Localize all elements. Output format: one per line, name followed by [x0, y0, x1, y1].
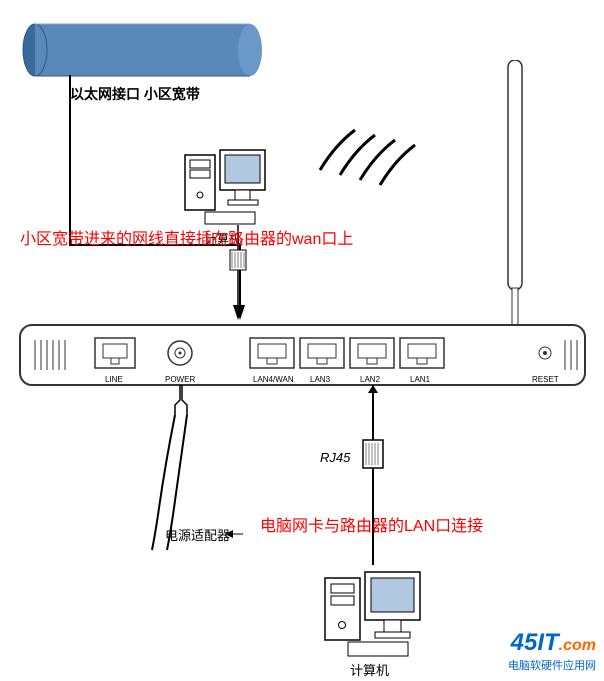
- watermark-tagline: 电脑软硬件应用网: [508, 657, 596, 673]
- power-adapter-label: 电源适配器: [165, 525, 230, 544]
- computer-bottom: [320, 560, 430, 660]
- watermark-suffix: .com: [559, 637, 596, 654]
- port-lan1-label: LAN1: [410, 375, 430, 384]
- computer-bottom-label: 计算机: [350, 660, 389, 679]
- port-reset-label: RESET: [532, 375, 559, 384]
- watermark: 45IT.com 电脑软硬件应用网: [508, 629, 596, 673]
- computer-top: [180, 140, 270, 230]
- wan-annotation: 小区宽带进来的网线直接插在路由器的wan口上: [20, 225, 353, 249]
- port-power-label: POWER: [165, 375, 195, 384]
- port-lan2-label: LAN2: [360, 375, 380, 384]
- ethernet-cable: [20, 20, 270, 80]
- rj45-cable: [355, 385, 395, 585]
- power-adapter-arrow: [225, 528, 245, 540]
- lan-annotation: 电脑网卡与路由器的LAN口连接: [260, 512, 483, 536]
- watermark-brand: 45IT: [511, 629, 559, 656]
- port-line-label: LINE: [105, 375, 123, 384]
- rj45-label: RJ45: [320, 450, 350, 465]
- port-lan3-label: LAN3: [310, 375, 330, 384]
- port-lan4wan-label: LAN4/WAN: [253, 375, 294, 384]
- router: [15, 320, 590, 400]
- wireless-signal-icon: [300, 100, 440, 200]
